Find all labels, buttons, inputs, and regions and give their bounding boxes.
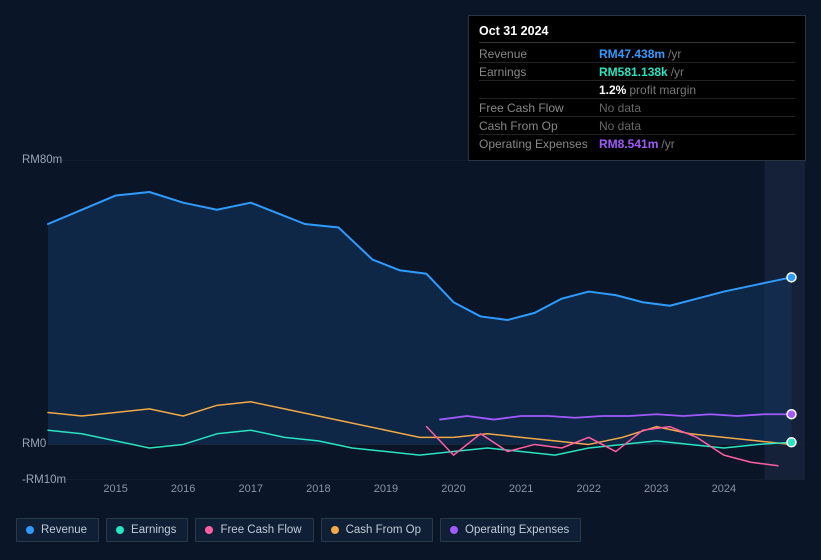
x-axis: 2015 2016 2017 2018 2019 2020 2021 2022 2023 2024 <box>16 483 805 503</box>
tooltip-row: RevenueRM47.438m/yr <box>479 45 795 63</box>
tooltip-row: Cash From OpNo data <box>479 117 795 135</box>
legend-dot-icon <box>205 526 213 534</box>
legend-dot-icon <box>116 526 124 534</box>
y-axis-label: RM0 <box>22 438 72 450</box>
legend-label: Cash From Op <box>346 524 421 536</box>
chart-svg <box>16 160 805 480</box>
legend-item-revenue[interactable]: Revenue <box>16 518 99 542</box>
tooltip-row: Free Cash FlowNo data <box>479 99 795 117</box>
legend-label: Free Cash Flow <box>220 524 301 536</box>
tooltip-row: EarningsRM581.138k/yr <box>479 63 795 81</box>
legend-item-earnings[interactable]: Earnings <box>106 518 188 542</box>
tooltip-row-value: 1.2%profit margin <box>599 83 795 97</box>
chart-legend: Revenue Earnings Free Cash Flow Cash From O… <box>16 518 581 542</box>
legend-item-free-cash-flow[interactable]: Free Cash Flow <box>195 518 313 542</box>
legend-dot-icon <box>331 526 339 534</box>
tooltip-row-label: Cash From Op <box>479 119 599 133</box>
x-axis-label: 2018 <box>306 483 330 495</box>
data-tooltip: Oct 31 2024 RevenueRM47.438m/yrEarningsR… <box>468 15 806 161</box>
tooltip-row: Operating ExpensesRM8.541m/yr <box>479 135 795 152</box>
legend-label: Operating Expenses <box>465 524 569 536</box>
x-axis-label: 2022 <box>576 483 600 495</box>
tooltip-row-label: Earnings <box>479 65 599 79</box>
tooltip-row-label: Operating Expenses <box>479 137 599 151</box>
x-axis-label: 2020 <box>441 483 465 495</box>
x-axis-label: 2019 <box>374 483 398 495</box>
tooltip-row-value: RM581.138k/yr <box>599 65 795 79</box>
legend-dot-icon <box>26 526 34 534</box>
tooltip-row-label <box>479 83 599 97</box>
tooltip-row-value: RM8.541m/yr <box>599 137 795 151</box>
tooltip-row-label: Revenue <box>479 47 599 61</box>
x-axis-label: 2017 <box>239 483 263 495</box>
tooltip-row-value: RM47.438m/yr <box>599 47 795 61</box>
x-axis-label: 2023 <box>644 483 668 495</box>
legend-item-cash-from-op[interactable]: Cash From Op <box>321 518 433 542</box>
x-axis-label: 2016 <box>171 483 195 495</box>
legend-dot-icon <box>450 526 458 534</box>
x-axis-label: 2024 <box>712 483 736 495</box>
tooltip-row-label: Free Cash Flow <box>479 101 599 115</box>
x-axis-label: 2021 <box>509 483 533 495</box>
legend-item-operating-expenses[interactable]: Operating Expenses <box>440 518 581 542</box>
tooltip-date: Oct 31 2024 <box>479 24 795 43</box>
legend-label: Revenue <box>41 524 87 536</box>
tooltip-row-value: No data <box>599 119 795 133</box>
y-axis-label: RM80m <box>22 154 72 166</box>
legend-label: Earnings <box>131 524 176 536</box>
x-axis-label: 2015 <box>103 483 127 495</box>
tooltip-row-value: No data <box>599 101 795 115</box>
tooltip-row: 1.2%profit margin <box>479 81 795 99</box>
chart-plot-area <box>16 160 805 480</box>
